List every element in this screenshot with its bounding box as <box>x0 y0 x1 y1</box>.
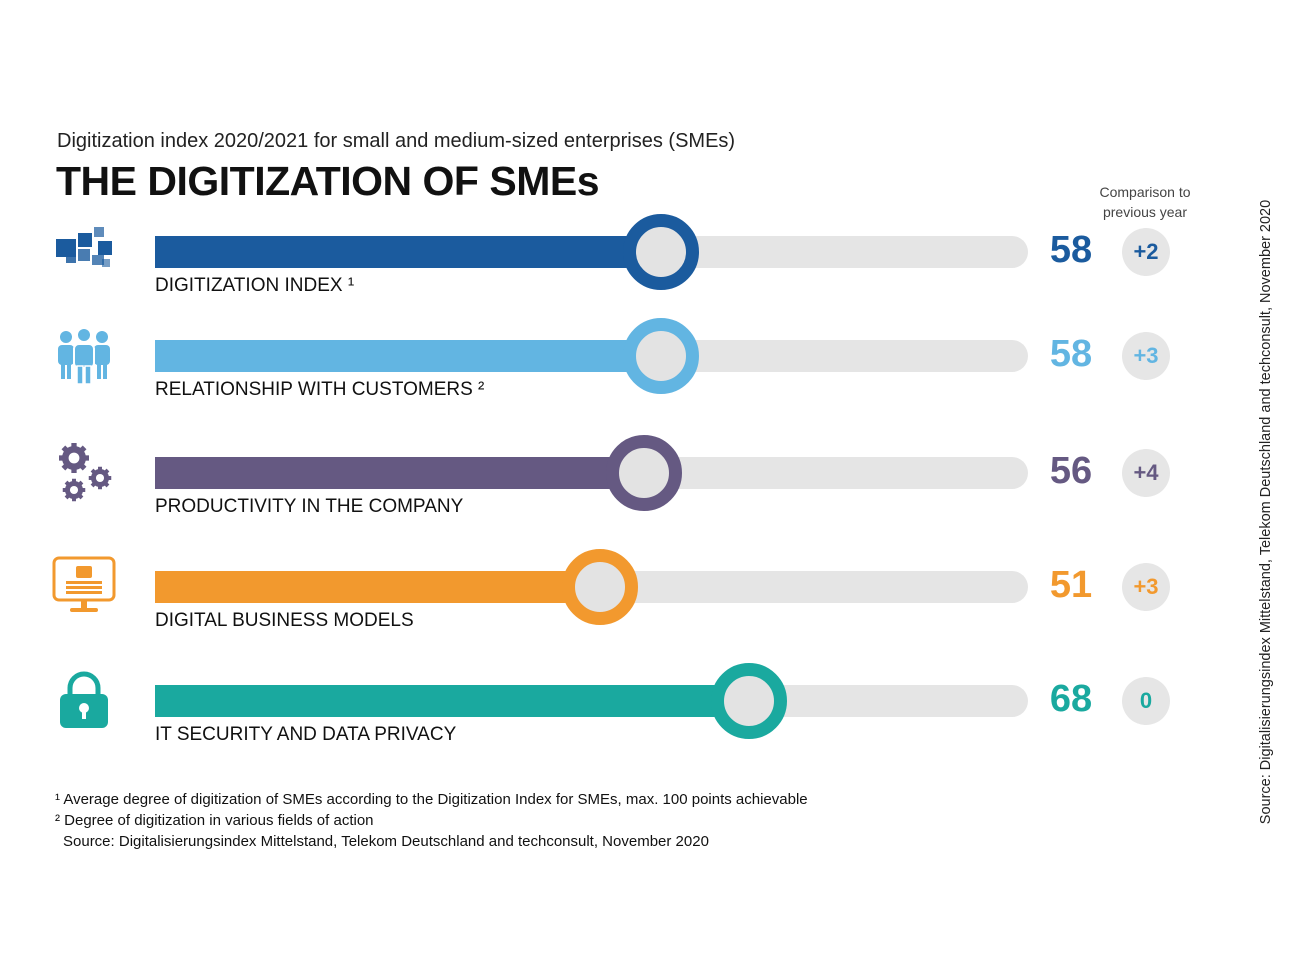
bar-row: IT SECURITY AND DATA PRIVACY 68 0 <box>0 646 1240 756</box>
bar-label: DIGITAL BUSINESS MODELS <box>155 610 414 631</box>
people-icon <box>52 323 116 387</box>
footnotes: ¹ Average degree of digitization of SMEs… <box>55 789 808 852</box>
change-badge: 0 <box>1122 677 1170 725</box>
bar-row: PRODUCTIVITY IN THE COMPANY 56 +4 <box>0 418 1240 528</box>
bar-marker <box>710 663 787 739</box>
bar-value-label: 68 <box>1049 678 1093 720</box>
comparison-heading-line1: Comparison to <box>1099 184 1191 200</box>
change-badge: +3 <box>1122 332 1170 380</box>
bar-value-label: 58 <box>1049 333 1093 375</box>
side-source-note: Source: Digitalisierungsindex Mittelstan… <box>1258 199 1274 825</box>
change-badge: +2 <box>1122 228 1170 276</box>
monitor-icon <box>52 554 116 618</box>
gears-icon <box>52 440 116 504</box>
bar-fill <box>155 340 662 372</box>
footnote-source: Source: Digitalisierungsindex Mittelstan… <box>63 833 709 850</box>
padlock-icon <box>52 668 116 732</box>
bar-fill <box>155 236 662 268</box>
bar-label: IT SECURITY AND DATA PRIVACY <box>155 724 457 745</box>
change-badge: +3 <box>1122 563 1170 611</box>
bar-fill <box>155 571 601 603</box>
comparison-heading: Comparison to previous year <box>1080 182 1210 222</box>
bar-row: DIGITIZATION INDEX ¹ 58 +2 <box>0 197 1240 307</box>
footnote-1: ¹ Average degree of digitization of SMEs… <box>55 791 808 808</box>
bar-label: RELATIONSHIP WITH CUSTOMERS ² <box>155 379 485 400</box>
change-badge: +4 <box>1122 449 1170 497</box>
bar-value-label: 56 <box>1049 450 1093 492</box>
bar-fill <box>155 685 749 717</box>
bar-label: DIGITIZATION INDEX ¹ <box>155 275 355 296</box>
blocks-icon <box>52 219 116 283</box>
bar-value-label: 58 <box>1049 229 1093 271</box>
bar-marker <box>623 318 700 394</box>
chart-title: THE DIGITIZATION OF SMEs <box>56 158 600 204</box>
bar-value-label: 51 <box>1049 564 1093 606</box>
bar-label: PRODUCTIVITY IN THE COMPANY <box>155 496 464 517</box>
bar-marker <box>605 435 682 511</box>
bar-marker <box>562 549 639 625</box>
comparison-heading-line2: previous year <box>1102 204 1188 220</box>
bar-row: DIGITAL BUSINESS MODELS 51 +3 <box>0 532 1240 642</box>
chart-subtitle: Digitization index 2020/2021 for small a… <box>57 130 736 152</box>
bar-marker <box>623 214 700 290</box>
footnote-2: ² Degree of digitization in various fiel… <box>55 812 374 829</box>
bar-fill <box>155 457 644 489</box>
bar-row: RELATIONSHIP WITH CUSTOMERS ² 58 +3 <box>0 301 1240 411</box>
